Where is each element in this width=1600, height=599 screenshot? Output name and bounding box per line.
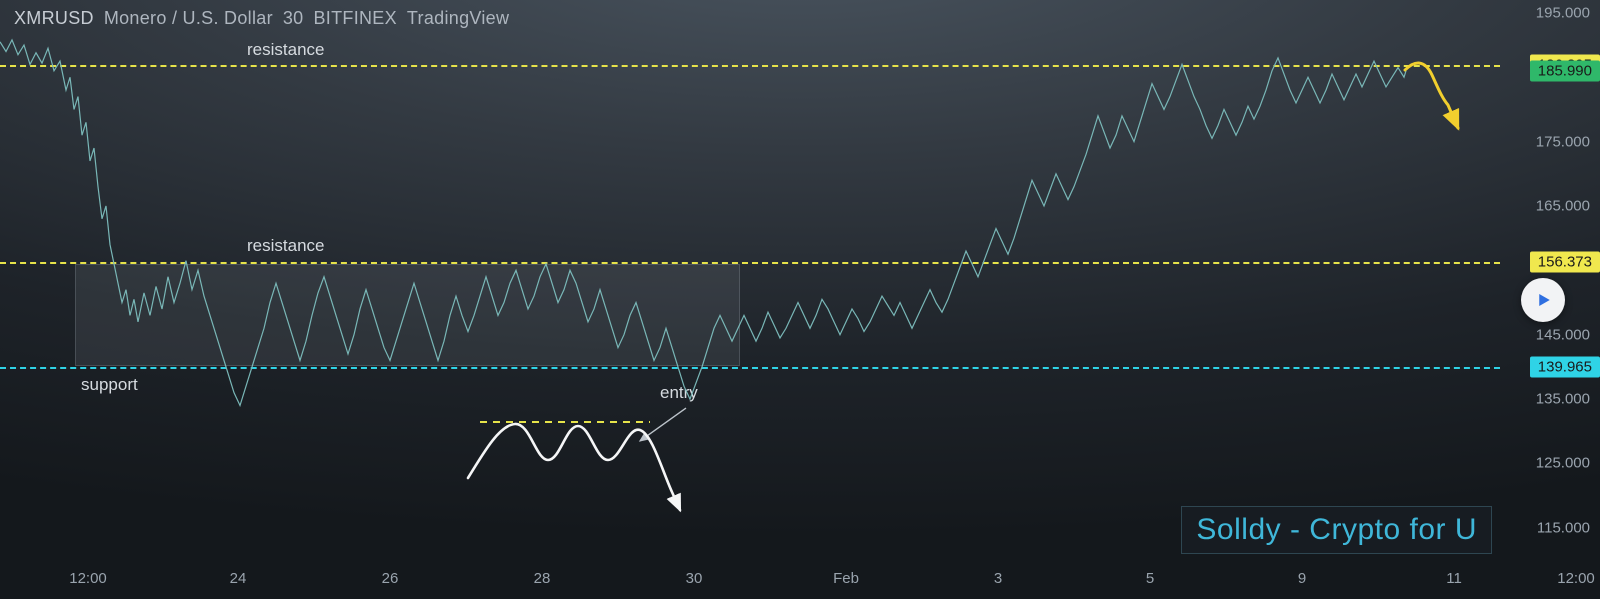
x-tick: 3 (994, 570, 1002, 587)
entry-label: entry (660, 383, 698, 403)
symbol: XMRUSD (14, 8, 94, 29)
x-tick: 12:00 (1557, 570, 1595, 587)
price-label: 185.990 (1530, 60, 1600, 81)
price-label: 156.373 (1530, 251, 1600, 272)
support-label: support (81, 375, 138, 395)
exchange: BITFINEX (314, 8, 397, 29)
price-label: 139.965 (1530, 357, 1600, 378)
y-tick: 115.000 (1537, 519, 1590, 536)
y-tick: 165.000 (1536, 197, 1590, 214)
pair-desc: Monero / U.S. Dollar (104, 8, 273, 29)
chart-header: XMRUSD Monero / U.S. Dollar 30 BITFINEX … (14, 8, 509, 29)
y-tick: 195.000 (1536, 4, 1590, 21)
resistance-line-upper (0, 65, 1500, 67)
x-tick: 26 (382, 570, 399, 587)
play-button[interactable] (1521, 278, 1565, 322)
interval: 30 (283, 8, 304, 29)
x-tick: 28 (534, 570, 551, 587)
y-tick: 125.000 (1536, 455, 1590, 472)
play-icon (1534, 291, 1552, 309)
support-line (0, 367, 1500, 369)
x-tick: 9 (1298, 570, 1306, 587)
x-tick: 5 (1146, 570, 1154, 587)
trading-chart: resistance resistance support entry XMRU… (0, 0, 1600, 599)
resistance-line-lower (0, 262, 1500, 264)
x-tick: 30 (686, 570, 703, 587)
resistance-upper-label: resistance (247, 40, 324, 60)
x-tick: Feb (833, 570, 859, 587)
author-watermark: Solldy - Crypto for U (1181, 506, 1492, 554)
x-tick: 12:00 (69, 570, 107, 587)
x-axis: 12:0024262830Feb3591112:00 (0, 560, 1500, 599)
source: TradingView (407, 8, 509, 29)
y-tick: 175.000 (1536, 133, 1590, 150)
x-tick: 24 (230, 570, 247, 587)
plot-area[interactable]: resistance resistance support entry XMRU… (0, 0, 1500, 560)
x-tick: 11 (1446, 570, 1462, 587)
consolidation-zone (75, 264, 740, 366)
y-tick: 145.000 (1536, 326, 1590, 343)
resistance-lower-label: resistance (247, 236, 324, 256)
y-tick: 135.000 (1536, 391, 1590, 408)
